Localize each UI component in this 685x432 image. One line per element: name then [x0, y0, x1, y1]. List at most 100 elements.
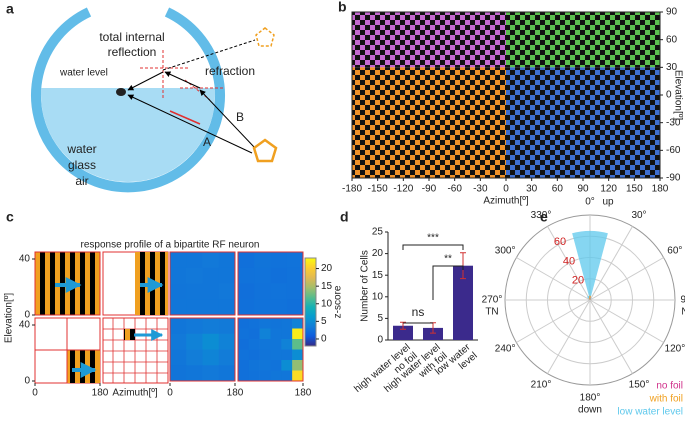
heatmap-cell [270, 339, 282, 350]
x-tick-label: -150 [368, 184, 388, 195]
x-tick-label: -120 [393, 184, 413, 195]
theta-tick-label: 120° [665, 344, 685, 355]
heatmap-cell [218, 365, 236, 382]
grid-spoke [547, 226, 591, 301]
r-tick-label: 40 [563, 255, 575, 267]
bar [393, 325, 413, 340]
heatmap-cell [238, 328, 250, 340]
heatmap-cell [186, 267, 203, 284]
sig-label: ** [444, 254, 452, 265]
heatmap-cell [254, 267, 271, 284]
direction-label: TN [485, 307, 498, 318]
x-tick-label: 60 [552, 184, 564, 195]
label: reflection [108, 45, 157, 59]
ray [199, 89, 256, 149]
heatmap-cell [259, 339, 271, 350]
heatmap-cell [202, 299, 220, 316]
colorbar-tick-label: 10 [321, 298, 333, 309]
x-tick-label: 0 [32, 388, 38, 399]
colorbar-label: z-score [333, 285, 344, 318]
heatmap-cell [286, 283, 304, 300]
glass [31, 7, 225, 193]
colorbar [304, 257, 317, 347]
grid-spoke [589, 299, 664, 343]
label: water [66, 142, 96, 156]
theta-tick-label: 180° [580, 393, 601, 404]
y-tick-label: 25 [372, 227, 384, 238]
heatmap-cell [281, 370, 293, 382]
ray [127, 71, 164, 91]
heatmap-cell [281, 360, 293, 371]
grid [103, 318, 168, 383]
heatmap-frame [237, 251, 304, 316]
bar [423, 327, 443, 340]
y-tick-label: 20 [372, 248, 384, 259]
heatmap-cell [238, 283, 255, 300]
label: B [236, 110, 244, 124]
ray-highlight [169, 110, 201, 125]
y-tick-label: 10 [372, 291, 384, 302]
heatmap-cell [170, 318, 187, 335]
heatmap-cell [238, 360, 250, 371]
x-tick-label: 180 [227, 388, 244, 399]
label: water level [59, 68, 108, 79]
heatmap-cell [292, 339, 304, 350]
ray [162, 39, 256, 71]
y-tick-label: 0 [666, 90, 672, 101]
heatmap-cell [218, 333, 236, 350]
stimulus-region [352, 12, 506, 68]
x-tick-label: 150 [626, 184, 643, 195]
x-tick-label: 30 [526, 184, 538, 195]
r-tick-label: 20 [572, 275, 584, 287]
label: total internal [99, 30, 164, 44]
y-axis-label: Elevation[º] [672, 70, 683, 121]
theta-tick-label: 210° [531, 380, 552, 391]
heatmap-cell [292, 370, 304, 382]
heatmap-cell [238, 318, 250, 329]
heatmap-cell [202, 349, 220, 366]
panel-label: c [6, 209, 14, 225]
y-tick-label: -60 [666, 145, 681, 156]
ray [127, 94, 253, 154]
heatmap-cell [170, 283, 187, 300]
direction-label: NT [681, 307, 685, 318]
x-tick-label: 90 [577, 184, 589, 195]
heatmap-cell [186, 349, 203, 366]
heatmap-cell [186, 365, 203, 382]
heatmap-cell [186, 318, 203, 335]
y-tick-label: 5 [377, 313, 383, 324]
legend-entry: low water level [617, 407, 683, 418]
x-tick-label: 0 [503, 184, 509, 195]
heatmap-cell [170, 349, 187, 366]
heatmap-frame [169, 317, 236, 382]
heatmap-cell [259, 360, 271, 371]
grid-spoke [516, 257, 591, 301]
x-axis-label: Azimuth[º] [112, 388, 158, 399]
x-tick-label: -60 [447, 184, 462, 195]
heatmap-cell [281, 349, 293, 361]
panel-label: b [338, 0, 347, 15]
sig-label: ns [412, 305, 425, 319]
heatmap-cell [170, 267, 187, 284]
label: air [75, 174, 88, 188]
label: glass [68, 158, 96, 172]
heatmap-cell [270, 252, 288, 269]
stimulus-region [506, 67, 660, 178]
heatmap-cell [238, 299, 255, 316]
y-tick-label: 90 [666, 7, 678, 18]
theta-tick-label: 150° [629, 380, 650, 391]
y-tick-label: 0 [24, 376, 30, 387]
heatmap-cell [170, 299, 187, 316]
heatmap-cell [270, 299, 288, 316]
heatmap-cell [202, 365, 220, 382]
heatmap-cell [248, 339, 260, 350]
heatmap-cell [218, 299, 236, 316]
heatmap-cell [170, 333, 187, 350]
heatmap-cell [270, 328, 282, 340]
heatmap-cell [259, 370, 271, 382]
theta-tick-label: 330° [531, 210, 552, 221]
heatmap-cell [281, 339, 293, 350]
heatmap-cell [254, 252, 271, 269]
heatmap-cell [281, 318, 293, 329]
